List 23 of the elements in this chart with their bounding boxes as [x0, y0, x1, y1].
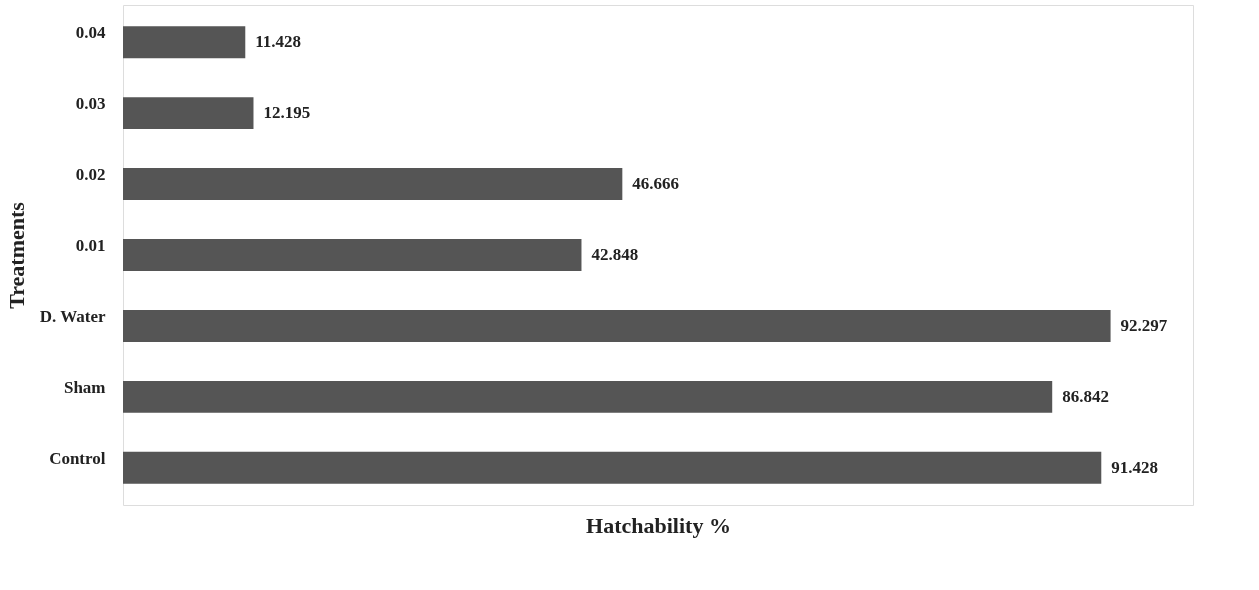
data-label: 86.842 [1062, 386, 1109, 406]
bar [123, 26, 246, 59]
y-tick-label: Control [49, 448, 106, 468]
bar [123, 239, 582, 271]
y-axis-title: Treatments [4, 201, 30, 309]
y-tick-label: 0.03 [75, 94, 106, 114]
y-tick-label: 0.01 [75, 236, 106, 255]
x-axis-title: Hatchability % [586, 512, 731, 538]
bar [123, 97, 254, 130]
bar [123, 168, 623, 201]
y-tick-label: 0.04 [75, 23, 106, 43]
data-label: 92.297 [1120, 315, 1168, 335]
data-label: 12.195 [263, 103, 311, 123]
data-label: 42.848 [591, 245, 639, 264]
bar [123, 451, 1102, 484]
data-label: 91.428 [1111, 457, 1159, 477]
data-label: 46.666 [632, 174, 680, 194]
bar [123, 309, 1111, 342]
y-tick-label: Sham [63, 377, 106, 397]
y-tick-label: 0.02 [75, 165, 106, 185]
bar [123, 380, 1053, 413]
data-label: 11.428 [255, 32, 302, 52]
y-tick-label: D. Water [39, 306, 106, 326]
